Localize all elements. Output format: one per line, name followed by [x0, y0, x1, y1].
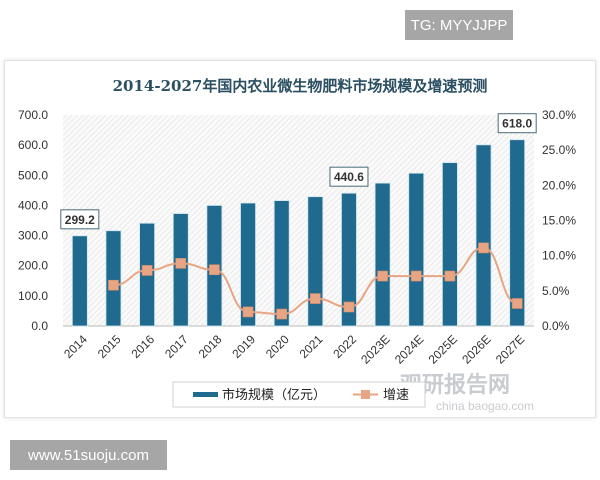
x-axis-tick: 2018: [196, 332, 225, 361]
data-label-box: [497, 113, 537, 134]
site-label: www.51suoju.com: [10, 440, 167, 470]
growth-marker: [141, 265, 153, 276]
growth-marker: [310, 293, 321, 304]
left-axis-tick: 700.0: [18, 108, 48, 122]
data-label: 299.2: [65, 213, 95, 227]
growth-marker: [108, 279, 119, 291]
growth-marker: [444, 270, 456, 282]
tg-label: TG: MYYJJPP: [405, 10, 513, 40]
left-axis-tick: 200.0: [18, 259, 48, 273]
bar: [475, 144, 492, 327]
bar: [341, 192, 357, 327]
data-label: 440.6: [334, 170, 364, 184]
bar: [71, 235, 88, 327]
watermark-sub: china baogao.com: [436, 399, 534, 413]
legend-label-growth: 增速: [383, 387, 409, 402]
data-label-box: [329, 166, 369, 187]
x-axis-tick: 2016: [128, 332, 157, 361]
x-axis-tick: 2021: [297, 332, 326, 361]
x-axis-tick: 2020: [263, 332, 292, 361]
x-axis-tick: 2015: [95, 332, 124, 361]
right-axis-tick: 25.0%: [542, 143, 576, 157]
growth-marker: [478, 242, 489, 254]
data-label-box: [60, 209, 100, 230]
left-axis-tick: 600.0: [18, 138, 48, 152]
left-axis-tick: 300.0: [18, 229, 48, 243]
x-axis-tick: 2023E: [358, 332, 392, 366]
growth-marker: [175, 258, 187, 269]
x-axis-tick: 2019: [229, 332, 258, 361]
growth-marker: [377, 270, 388, 282]
right-axis-tick: 15.0%: [542, 214, 576, 228]
chart-title: 2014-2027年国内农业微生物肥料市场规模及增速预测: [112, 77, 488, 95]
growth-marker: [511, 298, 523, 309]
bar: [408, 172, 425, 327]
right-axis-tick: 20.0%: [542, 178, 576, 192]
bar: [374, 182, 391, 327]
bar: [441, 162, 458, 327]
x-axis-tick: 2014: [61, 332, 90, 361]
plot-area: [63, 115, 534, 326]
left-axis-tick: 0.0: [31, 319, 48, 333]
x-axis-tick: 2024E: [392, 332, 426, 366]
legend-label-market: 市场规模（亿元）: [222, 387, 326, 402]
legend-marker-swatch: [361, 390, 370, 399]
left-axis-tick: 400.0: [18, 198, 48, 212]
growth-marker: [209, 264, 220, 276]
right-axis-tick: 30.0%: [542, 108, 576, 122]
left-axis-tick: 500.0: [18, 168, 48, 182]
x-axis-tick: 2017: [162, 332, 191, 361]
left-axis-tick: 100.0: [18, 289, 48, 303]
growth-marker: [343, 301, 355, 313]
x-axis-tick: 2022: [330, 332, 359, 361]
growth-marker: [276, 308, 287, 320]
bar: [240, 202, 256, 327]
bar: [172, 213, 189, 327]
bar: [509, 139, 526, 327]
right-axis-tick: 5.0%: [542, 284, 570, 298]
data-label: 618.0: [502, 117, 532, 131]
bar: [273, 200, 290, 327]
x-axis-tick: 2025E: [426, 332, 460, 366]
growth-marker: [242, 306, 254, 318]
x-axis-tick: 2026E: [459, 332, 493, 366]
bar: [105, 230, 122, 327]
right-axis-tick: 0.0%: [542, 319, 570, 333]
bar: [307, 196, 324, 327]
growth-marker: [410, 270, 422, 282]
legend-bar-swatch: [193, 392, 218, 397]
right-axis-tick: 10.0%: [542, 249, 576, 263]
x-axis-tick: 2027E: [493, 332, 527, 366]
